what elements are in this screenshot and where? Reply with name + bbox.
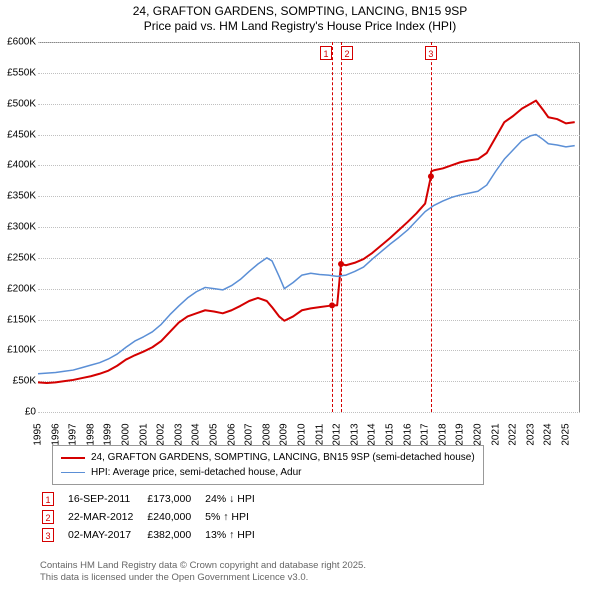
chart-container: 24, GRAFTON GARDENS, SOMPTING, LANCING, …: [0, 0, 600, 590]
y-axis-label: £550K: [4, 67, 36, 78]
y-axis-label: £350K: [4, 191, 36, 202]
event-delta: 24% ↓ HPI: [205, 490, 269, 508]
x-axis-label: 2007: [244, 423, 255, 445]
x-axis-label: 2004: [191, 423, 202, 445]
legend-swatch-price-paid: [61, 457, 85, 459]
event-price: £382,000: [147, 526, 205, 544]
title-line-2: Price paid vs. HM Land Registry's House …: [0, 19, 600, 34]
legend-label-hpi: HPI: Average price, semi-detached house,…: [91, 465, 302, 480]
event-date: 22-MAR-2012: [68, 508, 147, 526]
x-axis-label: 1999: [103, 423, 114, 445]
x-axis-label: 2010: [296, 423, 307, 445]
y-axis-label: £200K: [4, 283, 36, 294]
x-axis-label: 2022: [508, 423, 519, 445]
x-axis-label: 1997: [68, 423, 79, 445]
x-axis-label: 2011: [314, 424, 325, 446]
sale-point: [329, 302, 335, 308]
y-axis-label: £500K: [4, 98, 36, 109]
x-axis-label: 2002: [156, 423, 167, 445]
title-line-1: 24, GRAFTON GARDENS, SOMPTING, LANCING, …: [0, 4, 600, 19]
x-axis-label: 2013: [349, 423, 360, 445]
x-axis-label: 2019: [455, 423, 466, 445]
y-axis-label: £400K: [4, 160, 36, 171]
event-price: £173,000: [147, 490, 205, 508]
x-axis-label: 2006: [226, 423, 237, 445]
event-row: 2 22-MAR-2012£240,0005% ↑ HPI: [42, 508, 269, 526]
event-row: 1 16-SEP-2011£173,00024% ↓ HPI: [42, 490, 269, 508]
y-axis-label: £150K: [4, 314, 36, 325]
event-date: 02-MAY-2017: [68, 526, 147, 544]
y-axis-label: £100K: [4, 345, 36, 356]
x-axis-label: 2025: [560, 423, 571, 445]
x-axis-label: 2014: [367, 423, 378, 445]
sale-events-table: 1 16-SEP-2011£173,00024% ↓ HPI 2 22-MAR-201…: [42, 490, 269, 544]
x-axis-label: 2024: [543, 423, 554, 445]
legend-swatch-hpi: [61, 472, 85, 473]
legend-label-price-paid: 24, GRAFTON GARDENS, SOMPTING, LANCING, …: [91, 450, 475, 465]
x-axis-label: 2020: [472, 423, 483, 445]
x-axis-label: 2001: [138, 423, 149, 445]
x-axis-label: 2008: [261, 423, 272, 445]
footer-line-1: Contains HM Land Registry data © Crown c…: [40, 560, 366, 572]
sale-point: [338, 261, 344, 267]
series-price_paid: [38, 101, 575, 383]
footer-attribution: Contains HM Land Registry data © Crown c…: [40, 560, 366, 584]
event-row: 3 02-MAY-2017£382,00013% ↑ HPI: [42, 526, 269, 544]
chart-lines: [38, 42, 580, 412]
chart-plot-area: £0£50K£100K£150K£200K£250K£300K£350K£400…: [38, 42, 580, 412]
x-axis-label: 2023: [525, 423, 536, 445]
x-axis-label: 2000: [120, 423, 131, 445]
y-axis-label: £300K: [4, 222, 36, 233]
event-badge: 3: [42, 528, 54, 542]
legend-item-price-paid: 24, GRAFTON GARDENS, SOMPTING, LANCING, …: [61, 450, 475, 465]
y-axis-label: £50K: [4, 376, 36, 387]
y-axis-label: £450K: [4, 129, 36, 140]
x-axis-label: 2018: [437, 423, 448, 445]
legend-item-hpi: HPI: Average price, semi-detached house,…: [61, 465, 475, 480]
x-axis-label: 1996: [50, 423, 61, 445]
event-badge: 2: [42, 510, 54, 524]
x-axis-label: 2021: [490, 423, 501, 445]
y-axis-label: £250K: [4, 252, 36, 263]
x-axis-label: 1995: [33, 423, 44, 445]
x-axis-label: 2017: [420, 423, 431, 445]
x-axis-label: 2015: [384, 423, 395, 445]
gridline-y: [38, 412, 580, 413]
title-block: 24, GRAFTON GARDENS, SOMPTING, LANCING, …: [0, 0, 600, 34]
series-hpi: [38, 135, 575, 374]
y-axis-label: £0: [4, 407, 36, 418]
footer-line-2: This data is licensed under the Open Gov…: [40, 572, 366, 584]
x-axis-label: 2005: [208, 423, 219, 445]
legend: 24, GRAFTON GARDENS, SOMPTING, LANCING, …: [52, 445, 484, 485]
sale-point: [428, 173, 434, 179]
x-axis-label: 2016: [402, 423, 413, 445]
x-axis-label: 2003: [173, 423, 184, 445]
event-date: 16-SEP-2011: [68, 490, 147, 508]
x-axis-label: 2009: [279, 423, 290, 445]
event-badge: 1: [42, 492, 54, 506]
x-axis-label: 1998: [85, 423, 96, 445]
event-delta: 5% ↑ HPI: [205, 508, 269, 526]
y-axis-label: £600K: [4, 37, 36, 48]
event-price: £240,000: [147, 508, 205, 526]
event-delta: 13% ↑ HPI: [205, 526, 269, 544]
x-axis-label: 2012: [332, 423, 343, 445]
